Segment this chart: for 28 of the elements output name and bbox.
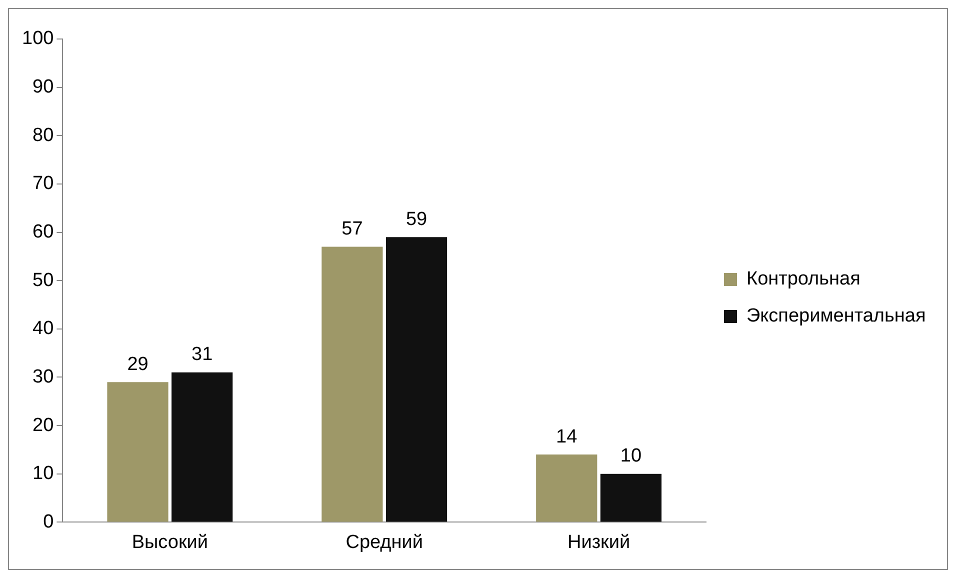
data-label: 59	[406, 208, 428, 230]
legend-label: Контрольная	[746, 268, 860, 290]
bar	[536, 454, 598, 522]
data-label: 31	[192, 344, 213, 366]
y-tick-label: 30	[32, 366, 54, 388]
y-tick-label: 60	[32, 222, 54, 243]
y-tick-label: 40	[32, 318, 54, 340]
data-label: 29	[127, 354, 148, 375]
y-tick-label: 70	[32, 173, 54, 194]
legend-label: Экспериментальная	[746, 306, 926, 327]
bar	[322, 246, 383, 522]
data-label: 57	[342, 218, 363, 240]
y-tick-label: 90	[32, 76, 54, 98]
data-label: 14	[556, 426, 578, 448]
x-tick-label: Высокий	[132, 532, 208, 553]
x-tick-label: Низкий	[567, 532, 630, 553]
x-tick-label: Средний	[346, 532, 423, 553]
y-tick-label: 0	[43, 511, 54, 532]
y-tick-label: 80	[32, 124, 54, 146]
data-label: 10	[620, 446, 642, 467]
bar	[600, 474, 662, 522]
y-tick-label: 100	[22, 28, 54, 50]
y-tick-label: 20	[32, 414, 54, 436]
bar	[172, 372, 233, 522]
y-tick-label: 50	[32, 270, 54, 291]
bar	[386, 237, 448, 522]
bar	[107, 382, 168, 522]
y-tick-label: 10	[32, 463, 54, 484]
